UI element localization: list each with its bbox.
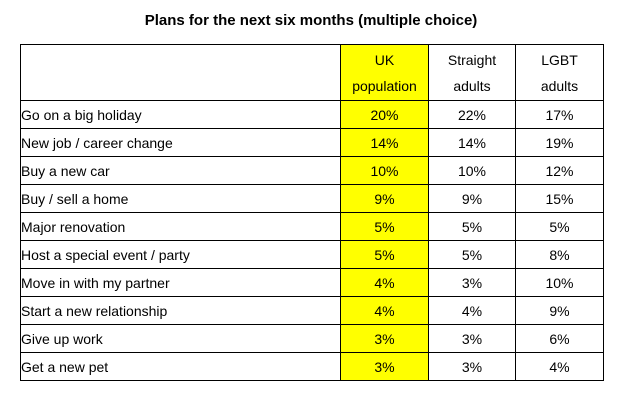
straight-value: 5% — [428, 240, 516, 269]
corner-header-cell — [20, 44, 341, 101]
lgbt-value: 17% — [515, 100, 604, 129]
row-label: Move in with my partner — [20, 268, 341, 297]
uk-value: 3% — [340, 324, 429, 353]
straight-value: 22% — [428, 100, 516, 129]
uk-value: 20% — [340, 100, 429, 129]
header-lgbt-line2: adults — [540, 77, 579, 94]
straight-value: 9% — [428, 184, 516, 213]
lgbt-value: 5% — [515, 212, 604, 241]
row-label: Go on a big holiday — [20, 100, 341, 129]
lgbt-value: 19% — [515, 128, 604, 157]
straight-value: 10% — [428, 156, 516, 185]
table-row: Major renovation 5% 5% 5% — [20, 212, 604, 241]
uk-value: 10% — [340, 156, 429, 185]
lgbt-value: 6% — [515, 324, 604, 353]
uk-value: 9% — [340, 184, 429, 213]
uk-value: 5% — [340, 240, 429, 269]
lgbt-value: 9% — [515, 296, 604, 325]
header-row: UK population Straight adults LGBT adult… — [20, 44, 604, 101]
table-row: Give up work 3% 3% 6% — [20, 324, 604, 353]
row-label: Start a new relationship — [20, 296, 341, 325]
straight-value: 14% — [428, 128, 516, 157]
table-row: Go on a big holiday 20% 22% 17% — [20, 100, 604, 129]
lgbt-value: 15% — [515, 184, 604, 213]
chart-title: Plans for the next six months (multiple … — [144, 12, 478, 29]
uk-value: 14% — [340, 128, 429, 157]
lgbt-value: 4% — [515, 352, 604, 381]
straight-value: 4% — [428, 296, 516, 325]
plans-table: UK population Straight adults LGBT adult… — [20, 44, 604, 381]
straight-value: 3% — [428, 268, 516, 297]
header-straight-line2: adults — [453, 77, 491, 94]
table-row: Move in with my partner 4% 3% 10% — [20, 268, 604, 297]
column-header-uk-population: UK population — [340, 44, 429, 101]
row-label: New job / career change — [20, 128, 341, 157]
straight-value: 5% — [428, 212, 516, 241]
row-label: Buy / sell a home — [20, 184, 341, 213]
table-row: Host a special event / party 5% 5% 8% — [20, 240, 604, 269]
row-label: Major renovation — [20, 212, 341, 241]
table-row: Buy / sell a home 9% 9% 15% — [20, 184, 604, 213]
header-uk-line1: UK — [374, 51, 395, 68]
table-row: Buy a new car 10% 10% 12% — [20, 156, 604, 185]
column-header-straight-adults: Straight adults — [428, 44, 516, 101]
row-label: Give up work — [20, 324, 341, 353]
lgbt-value: 8% — [515, 240, 604, 269]
lgbt-value: 10% — [515, 268, 604, 297]
uk-value: 4% — [340, 296, 429, 325]
uk-value: 4% — [340, 268, 429, 297]
table-row: Start a new relationship 4% 4% 9% — [20, 296, 604, 325]
lgbt-value: 12% — [515, 156, 604, 185]
column-header-lgbt-adults: LGBT adults — [515, 44, 604, 101]
header-straight-line1: Straight — [447, 51, 497, 68]
row-label: Host a special event / party — [20, 240, 341, 269]
uk-value: 3% — [340, 352, 429, 381]
uk-value: 5% — [340, 212, 429, 241]
table-row: New job / career change 14% 14% 19% — [20, 128, 604, 157]
header-uk-line2: population — [352, 77, 417, 94]
table-row: Get a new pet 3% 3% 4% — [20, 352, 604, 381]
straight-value: 3% — [428, 352, 516, 381]
row-label: Buy a new car — [20, 156, 341, 185]
straight-value: 3% — [428, 324, 516, 353]
header-lgbt-line1: LGBT — [541, 51, 578, 68]
row-label: Get a new pet — [20, 352, 341, 381]
